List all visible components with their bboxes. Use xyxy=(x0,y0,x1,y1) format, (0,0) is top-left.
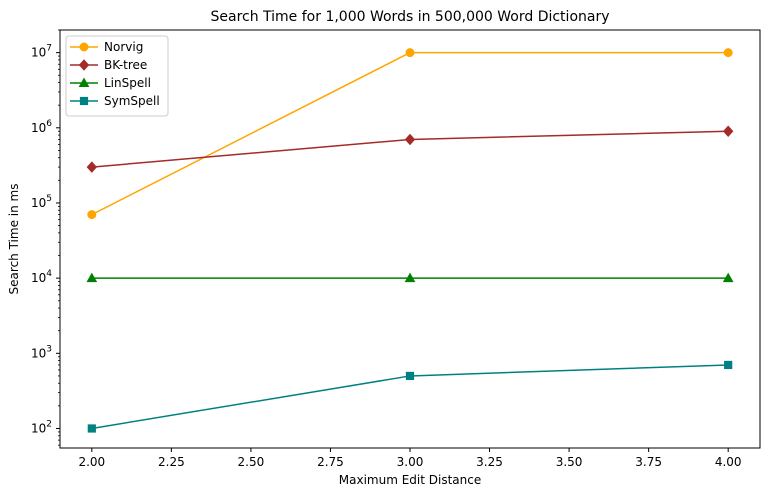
y-axis: 102 103 104 105 106 107 xyxy=(31,29,60,446)
legend-label: SymSpell xyxy=(104,94,160,108)
legend-box xyxy=(65,35,169,117)
legend-item-symspell: SymSpell xyxy=(70,94,160,108)
legend-item-norvig: Norvig xyxy=(70,40,143,54)
data-point-symspell xyxy=(724,360,733,370)
y-tick-label: 107 xyxy=(31,44,52,60)
x-axis-label: Maximum Edit Distance xyxy=(339,473,481,487)
data-point-bk-tree xyxy=(723,125,734,137)
legend-marker xyxy=(79,42,89,52)
series-norvig xyxy=(87,48,733,220)
x-tick-label: 3.00 xyxy=(397,455,424,469)
y-axis-label: Search Time in ms xyxy=(7,184,21,295)
x-tick-label: 2.00 xyxy=(78,455,105,469)
x-tick-label: 3.25 xyxy=(476,455,503,469)
legend-item-linspell: LinSpell xyxy=(70,76,151,90)
data-point-symspell xyxy=(405,371,415,381)
legend: Norvig BK-tree LinSpell SymSpell xyxy=(65,35,169,117)
y-tick-label: 104 xyxy=(31,269,52,285)
data-point-norvig xyxy=(405,48,415,58)
y-tick-label: 105 xyxy=(31,194,52,210)
series-linspell xyxy=(86,272,734,283)
series-symspell xyxy=(87,360,733,433)
x-tick-label: 3.50 xyxy=(556,455,583,469)
data-point-norvig xyxy=(723,48,733,58)
legend-label: Norvig xyxy=(104,40,143,54)
legend-marker xyxy=(79,96,89,106)
legend-marker xyxy=(78,77,90,87)
data-point-bk-tree xyxy=(86,161,97,173)
chart-title: Search Time for 1,000 Words in 500,000 W… xyxy=(210,9,609,25)
y-tick-label: 103 xyxy=(31,344,52,360)
legend-item-bk-tree: BK-tree xyxy=(70,58,147,72)
legend-label: LinSpell xyxy=(104,76,151,90)
x-axis: 2.00 2.25 2.50 2.75 3.00 3.25 3.50 3.75 4.00 xyxy=(78,448,742,469)
y-tick-label: 106 xyxy=(31,119,52,135)
legend-marker xyxy=(78,59,90,71)
plot-area xyxy=(86,48,734,433)
x-tick-label: 2.75 xyxy=(317,455,344,469)
data-point-norvig xyxy=(87,210,97,220)
x-tick-label: 4.00 xyxy=(715,455,742,469)
data-point-symspell xyxy=(87,424,96,433)
data-point-bk-tree xyxy=(404,133,416,146)
x-tick-label: 3.75 xyxy=(635,455,662,469)
series-bk-tree xyxy=(86,125,734,173)
x-tick-label: 2.25 xyxy=(158,455,185,469)
data-point-linspell xyxy=(404,272,416,283)
y-tick-label: 102 xyxy=(31,419,52,435)
x-tick-label: 2.50 xyxy=(238,455,265,469)
data-point-linspell xyxy=(722,272,734,283)
data-point-linspell xyxy=(86,272,98,283)
legend-label: BK-tree xyxy=(104,58,147,72)
